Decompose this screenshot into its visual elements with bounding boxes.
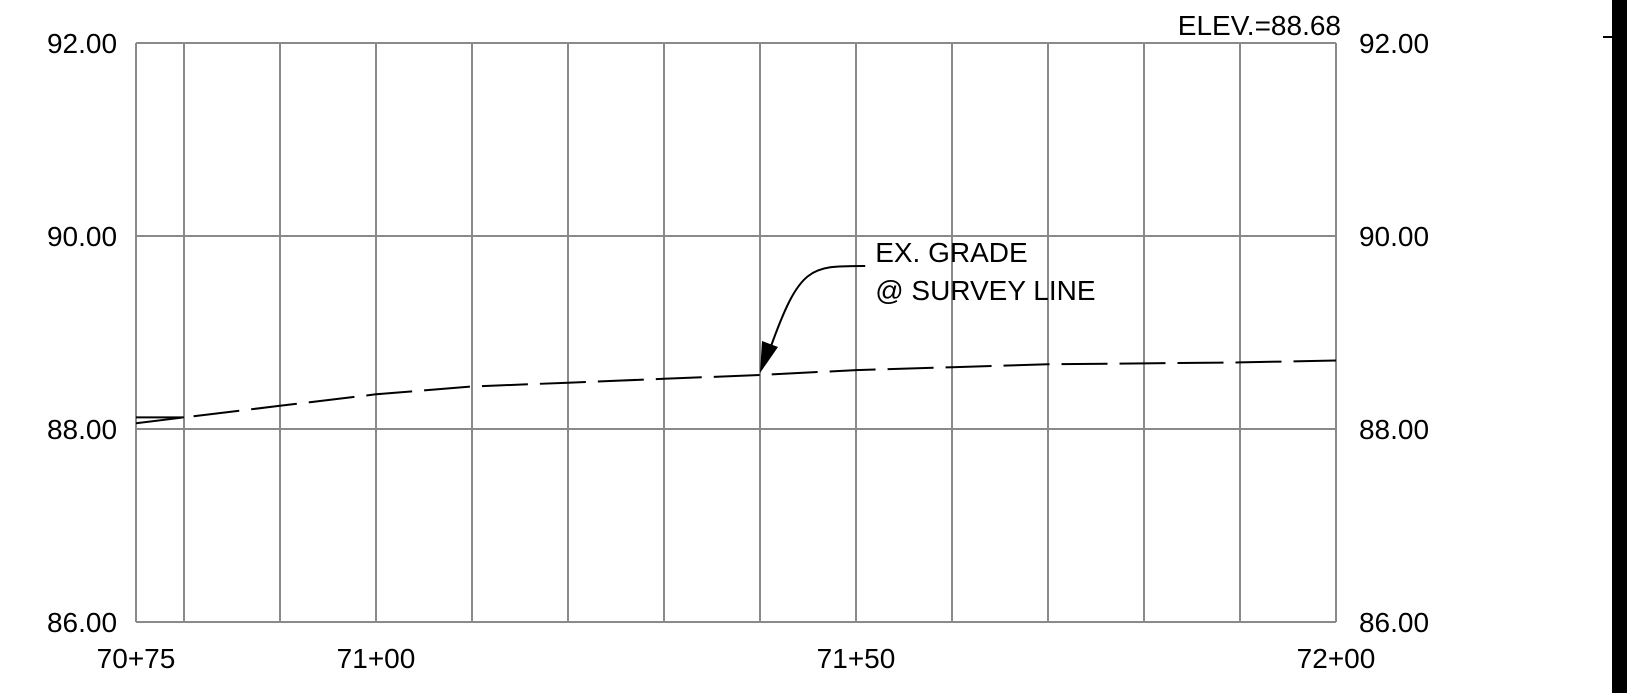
y-tick-label-left: 86.00 xyxy=(47,607,117,638)
sheet-edge-tick xyxy=(1603,36,1615,38)
y-tick-label-right: 90.00 xyxy=(1359,221,1429,252)
x-tick-label: 71+50 xyxy=(817,643,896,674)
tick-labels: 86.00 86.00 88.00 88.00 90.00 90.00 92.00 92.00… xyxy=(47,28,1429,674)
y-tick-label-left: 90.00 xyxy=(47,221,117,252)
y-tick-label-left: 92.00 xyxy=(47,28,117,59)
annotation-text: EX. GRADE xyxy=(875,237,1027,268)
profile-line-dashed xyxy=(135,359,1337,425)
annotation-leader xyxy=(769,264,866,350)
y-tick-label-right: 88.00 xyxy=(1359,414,1429,445)
elevation-label: ELEV.=88.68 xyxy=(1178,10,1341,41)
y-tick-label-left: 88.00 xyxy=(47,414,117,445)
annotation-arrowhead xyxy=(760,340,778,373)
y-tick-label-right: 86.00 xyxy=(1359,607,1429,638)
annotation-text: @ SURVEY LINE xyxy=(875,275,1095,306)
grid-lines xyxy=(135,42,1337,623)
ex-grade-profile-line xyxy=(135,359,1337,425)
x-tick-label: 70+75 xyxy=(97,643,176,674)
x-tick-label: 72+00 xyxy=(1297,643,1376,674)
sheet-edge-bar xyxy=(1612,0,1627,693)
y-tick-label-right: 92.00 xyxy=(1359,28,1429,59)
x-tick-label: 71+00 xyxy=(337,643,416,674)
ex-grade-annotation: EX. GRADE @ SURVEY LINE ELEV.=88.68 xyxy=(760,10,1341,373)
